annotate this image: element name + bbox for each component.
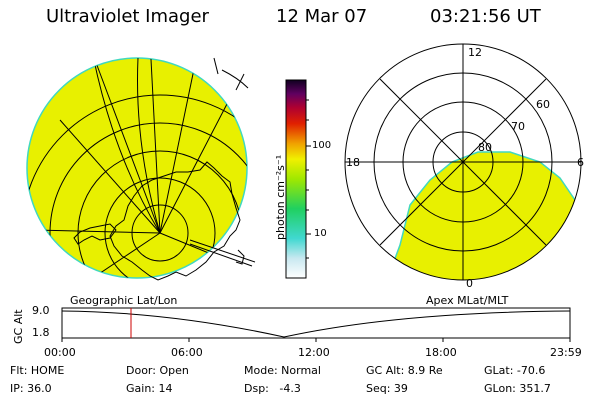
xtick-2359: 23:59 [550,346,582,359]
status-mode: Mode: Normal [244,364,321,377]
altitude-plot [61,307,571,342]
geo-grid [27,58,247,278]
mlt-label-18: 18 [346,156,360,169]
time-label: 03:21:56 UT [430,6,541,27]
uv-disk-right [389,151,581,280]
status-door: Door: Open [126,364,189,377]
xtick-1800: 18:00 [425,346,457,359]
mlt-label-12: 12 [468,46,482,59]
altitude-curve [61,310,571,338]
right-map-caption: Apex MLat/MLT [426,294,509,307]
status-gain: Gain: 14 [126,382,173,395]
mlt-label-0: 0 [466,277,473,290]
xtick-0600: 06:00 [171,346,203,359]
mlat-label-60: 60 [536,98,550,111]
status-dsp: Dsp: -4.3 [244,382,301,395]
colorbar [285,79,311,279]
status-gc-alt: GC Alt: 8.9 Re [366,364,443,377]
instrument-title: Ultraviolet Imager [46,6,209,27]
coastline-peninsula [73,223,117,245]
polar-map [344,43,582,281]
mlt-label-6: 6 [577,156,584,169]
status-seq: Seq: 39 [366,382,408,395]
status-flt: Flt: HOME [10,364,65,377]
coastline-fragment [235,249,245,265]
uv-disk-left [26,57,248,279]
polar-grid [344,43,582,281]
colorbar-gradient [285,79,307,279]
xtick-0000: 00:00 [44,346,76,359]
colorbar-unit-label: photon cm⁻²s⁻¹ [274,154,287,240]
mlat-label-70: 70 [511,120,525,133]
colorbar-tick-100: 100 [312,140,332,151]
coastline-antarctica [109,161,241,281]
colorbar-tick-10: 10 [314,228,327,239]
altitude-ylabel: GC Alt [12,309,25,344]
date-label: 12 Mar 07 [276,6,368,27]
geo-grid-outer [189,57,256,267]
status-ip: IP: 36.0 [10,382,52,395]
xtick-1200: 12:00 [298,346,330,359]
geographic-map [26,57,256,281]
altitude-ytick-top: 9.0 [32,304,50,317]
altitude-ytick-bottom: 1.8 [32,326,50,339]
status-glat: GLat: -70.6 [484,364,546,377]
left-map-caption: Geographic Lat/Lon [70,294,178,307]
mlat-label-80: 80 [478,141,492,154]
status-glon: GLon: 351.7 [484,382,551,395]
